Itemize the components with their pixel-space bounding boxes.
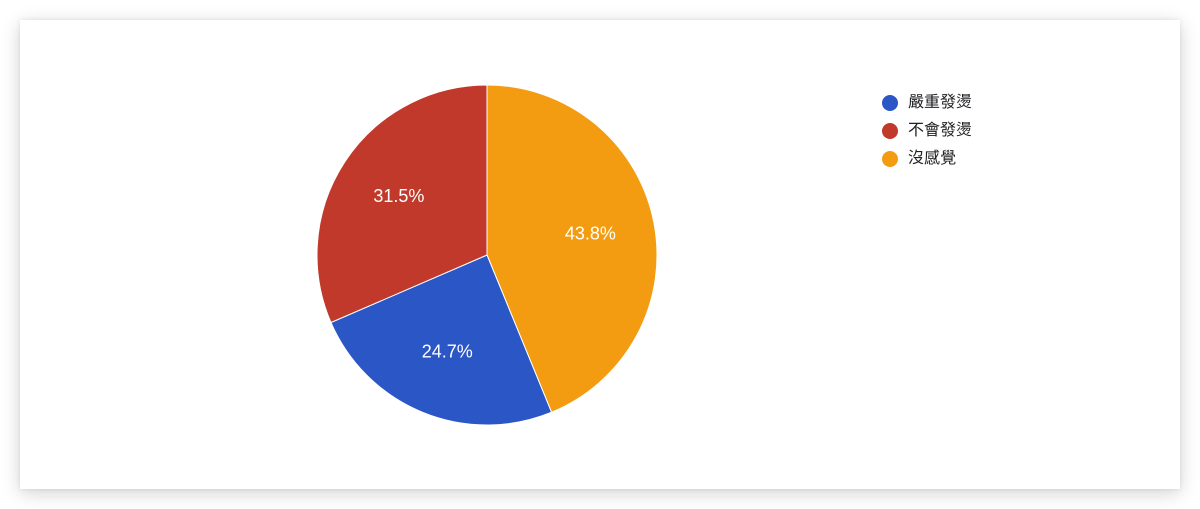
chart-card: 43.8% 24.7% 31.5% 嚴重發燙不會發燙沒感覺 — [20, 20, 1180, 489]
pie-chart: 43.8% 24.7% 31.5% — [20, 20, 1180, 489]
legend-label: 沒感覺 — [908, 148, 956, 170]
legend-item: 不會發燙 — [882, 120, 972, 142]
legend-item: 嚴重發燙 — [882, 92, 972, 114]
legend-item: 沒感覺 — [882, 148, 972, 170]
legend-swatch — [882, 151, 898, 167]
legend-swatch — [882, 123, 898, 139]
legend-label: 嚴重發燙 — [908, 92, 972, 114]
slice-label: 31.5% — [373, 186, 424, 206]
legend: 嚴重發燙不會發燙沒感覺 — [882, 92, 972, 170]
slice-label: 24.7% — [422, 341, 473, 361]
legend-label: 不會發燙 — [908, 120, 972, 142]
legend-swatch — [882, 95, 898, 111]
slice-label: 43.8% — [565, 223, 616, 243]
